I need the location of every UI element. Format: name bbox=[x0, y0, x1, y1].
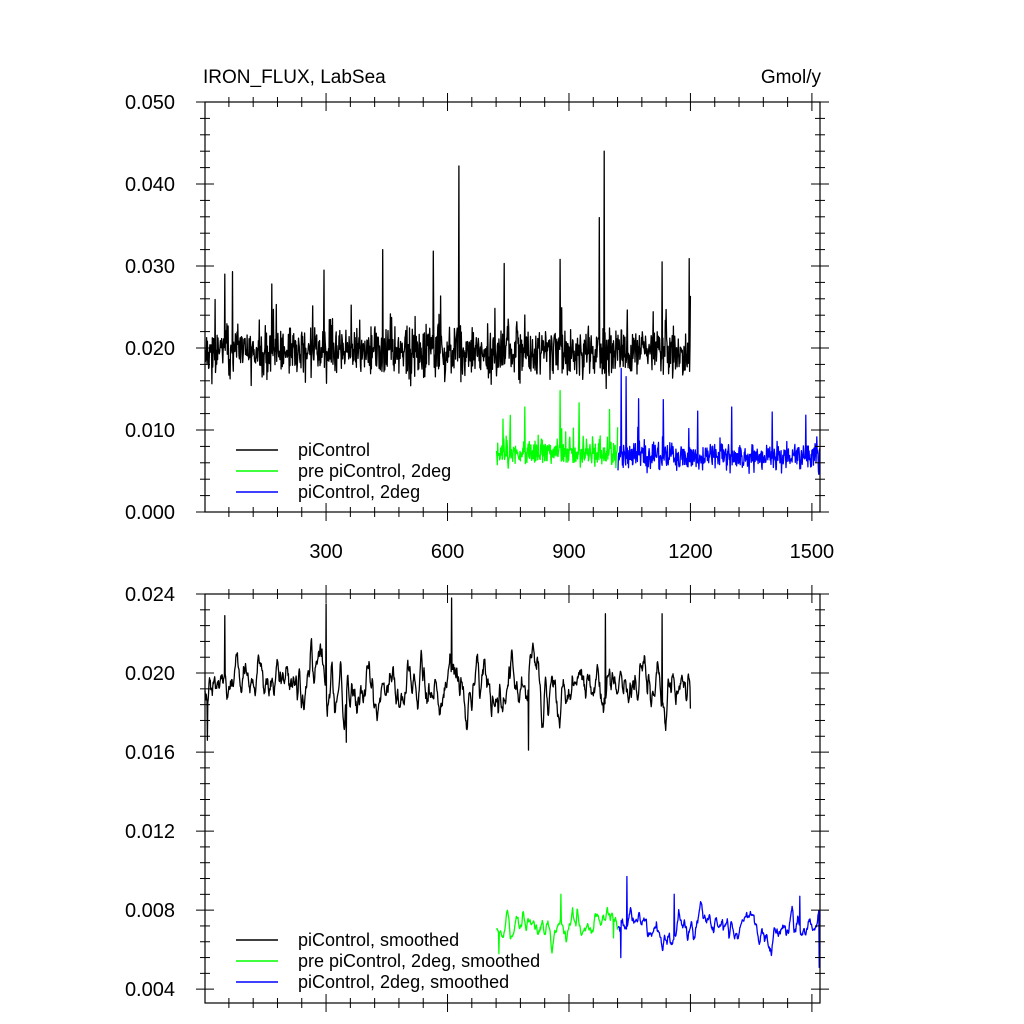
top-panel: 0.000 0.010 0.020 0.030 0.040 0.050 300 600 900 1… bbox=[125, 67, 834, 563]
chart-title: IRON_FLUX, LabSea bbox=[203, 67, 386, 88]
y-tick-label: 0.012 bbox=[125, 821, 175, 843]
series-line-3 bbox=[617, 875, 821, 969]
units-label: Gmol/y bbox=[761, 67, 822, 88]
legend-label: piControl, 2deg bbox=[298, 482, 420, 502]
y-tick-label: 0.008 bbox=[125, 900, 175, 922]
y-tick-label: 0.004 bbox=[125, 979, 175, 1001]
legend-label: piControl, 2deg, smoothed bbox=[298, 972, 509, 992]
legend-label: pre piControl, 2deg, smoothed bbox=[298, 951, 540, 971]
plot-frame bbox=[204, 593, 821, 1004]
x-tick-label: 300 bbox=[309, 541, 342, 563]
y-tick-label: 0.030 bbox=[125, 256, 175, 278]
legend-label: piControl bbox=[298, 440, 370, 460]
bottom-panel: 0.004 0.008 0.012 0.016 0.020 0.024 piControl,… bbox=[125, 584, 829, 1012]
y-tick-label: 0.020 bbox=[125, 663, 175, 685]
x-tick-label: 1200 bbox=[668, 541, 713, 563]
y-tick-label: 0.040 bbox=[125, 174, 175, 196]
plot-frame bbox=[204, 101, 821, 513]
y-tick-label: 0.016 bbox=[125, 742, 175, 764]
series-line-3 bbox=[617, 367, 821, 475]
series-line-1 bbox=[204, 597, 692, 751]
y-tick-label: 0.020 bbox=[125, 338, 175, 360]
y-tick-label: 0.010 bbox=[125, 420, 175, 442]
y-tick-label: 0.000 bbox=[125, 502, 175, 524]
legend-label: piControl, smoothed bbox=[298, 930, 459, 950]
series-line-1 bbox=[204, 150, 692, 390]
y-tick-label: 0.050 bbox=[125, 92, 175, 114]
x-tick-label: 1500 bbox=[790, 541, 835, 563]
y-tick-label: 0.024 bbox=[125, 584, 175, 606]
x-tick-label: 900 bbox=[552, 541, 585, 563]
legend-label: pre piControl, 2deg bbox=[298, 461, 451, 481]
series-line-2 bbox=[495, 389, 619, 469]
series-line-2 bbox=[495, 893, 619, 955]
x-tick-label: 600 bbox=[431, 541, 464, 563]
